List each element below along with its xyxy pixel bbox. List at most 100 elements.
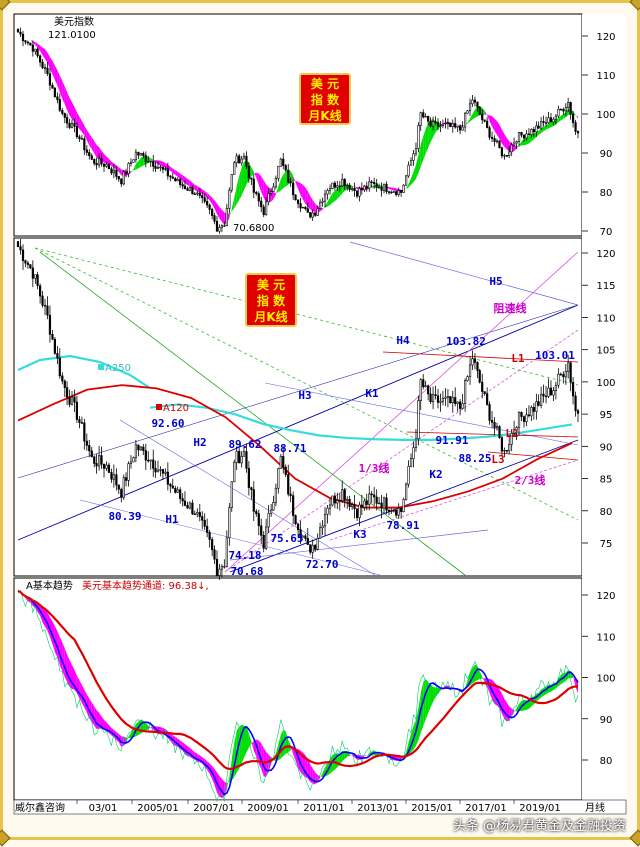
candle-body	[218, 227, 221, 232]
channel-line-k3	[229, 529, 489, 561]
trend-ribbon	[229, 758, 232, 783]
ma-ribbon	[64, 86, 68, 111]
candle-body	[380, 187, 383, 191]
ma-ribbon	[501, 129, 505, 147]
candle-body	[238, 155, 241, 164]
candle-body	[567, 102, 570, 108]
candle-body	[409, 458, 413, 467]
ma-ribbon	[408, 178, 412, 188]
candle-body	[19, 246, 22, 251]
candle-body	[235, 155, 238, 164]
candle-body	[459, 401, 462, 409]
candle-body	[535, 125, 538, 133]
candle-body	[289, 493, 292, 496]
ma-ribbon	[322, 205, 326, 210]
candle-body	[567, 362, 570, 372]
candle-body	[490, 420, 494, 423]
candle-body	[449, 122, 452, 127]
candle-body	[21, 33, 25, 41]
candle-body	[554, 115, 557, 120]
candle-body	[503, 449, 506, 452]
trend-ribbon	[433, 687, 436, 702]
ma-ribbon	[487, 114, 490, 122]
candle-body	[262, 535, 265, 549]
candle-body	[56, 353, 59, 359]
candle-body	[181, 498, 184, 502]
candle-body	[147, 161, 150, 163]
ma-ribbon	[96, 144, 100, 160]
ma-ribbon	[256, 172, 259, 186]
candle-body	[441, 123, 445, 127]
y-tick-label: 100	[596, 674, 615, 685]
candle-body	[436, 395, 440, 403]
candle-body	[306, 538, 309, 545]
ma-ribbon	[111, 161, 114, 168]
candle-body	[412, 447, 415, 459]
ma-ribbon	[91, 137, 95, 154]
trend-ribbon	[430, 685, 434, 708]
candle-body	[26, 41, 30, 44]
candle-body	[454, 123, 457, 128]
ma-ribbon	[514, 145, 517, 152]
y-tick-label: 100	[596, 378, 615, 389]
candle-body	[331, 182, 334, 189]
ma-ribbon	[423, 128, 426, 161]
ma250-label: A250	[105, 363, 131, 374]
x-tick-label: 2015/01	[411, 803, 453, 814]
candle-body	[230, 481, 233, 509]
trend-ribbon	[504, 698, 507, 722]
candle-body	[360, 188, 363, 191]
candle-body	[392, 510, 395, 512]
candle-body	[441, 398, 445, 402]
candle-body	[316, 208, 319, 216]
candle-body	[311, 544, 314, 553]
candle-body	[176, 489, 179, 493]
candle-body	[245, 451, 248, 469]
mid-line	[17, 590, 579, 796]
y-tick-label: 105	[596, 346, 615, 357]
ma-ribbon	[504, 133, 507, 150]
ma-ribbon	[69, 97, 72, 120]
candle-body	[230, 174, 233, 191]
candle-body	[471, 99, 474, 105]
candle-body	[527, 133, 531, 136]
candle-body	[407, 164, 410, 177]
candle-body	[456, 401, 459, 404]
ma-ribbon	[86, 129, 90, 146]
candle-body	[58, 99, 61, 111]
candle-body	[220, 225, 224, 228]
y-tick-label: 80	[600, 507, 613, 518]
speed-line	[224, 251, 579, 573]
candle-body	[537, 401, 540, 406]
middle-panel	[13, 237, 583, 577]
candle-body	[360, 504, 363, 508]
candle-body	[569, 102, 572, 115]
candle-body	[292, 182, 295, 196]
ma-ribbon	[49, 56, 53, 75]
candle-body	[508, 444, 511, 452]
candle-body	[530, 406, 533, 417]
ma-ribbon	[158, 160, 161, 166]
trend-ribbon	[317, 774, 321, 782]
candle-body	[112, 169, 115, 174]
line-label: 阻速线	[494, 301, 527, 315]
price-label: 91.91	[435, 434, 468, 447]
ma-ribbon	[290, 170, 294, 183]
trend-ribbon	[514, 708, 517, 713]
candle-body	[56, 96, 59, 100]
line-label: H4	[396, 334, 410, 347]
candle-body	[547, 387, 550, 397]
ma-ribbon	[160, 160, 163, 167]
trend-ribbon	[91, 702, 95, 726]
candle-body	[61, 375, 64, 382]
candle-body	[476, 362, 479, 371]
candle-body	[206, 525, 209, 533]
bottom-panel-plot	[17, 589, 579, 803]
trend-ribbon	[62, 642, 65, 678]
candle-body	[85, 440, 88, 446]
candle-body	[161, 166, 165, 170]
price-label: 92.60	[151, 417, 184, 430]
candle-body	[183, 185, 187, 190]
candle-body	[137, 151, 140, 156]
